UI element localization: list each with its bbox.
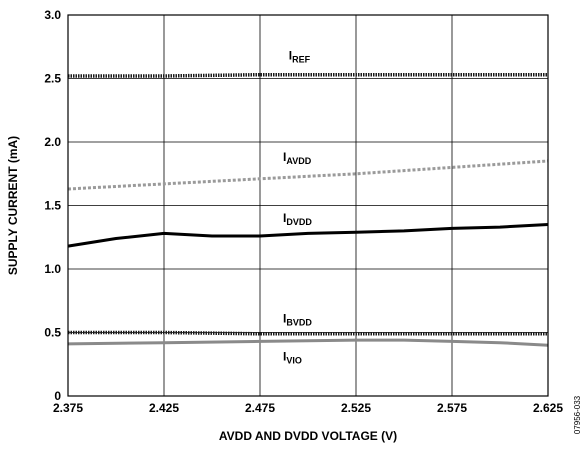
series-label-dvdd: IDVDD	[283, 211, 312, 227]
y-tick-labels: 0 0.5 1.0 1.5 2.0 2.5 3.0	[44, 8, 61, 403]
series-labels: IREF IAVDD IDVDD IBVDD IVIO	[283, 48, 312, 365]
series-label-avdd: IAVDD	[283, 150, 312, 166]
figure-id: 07956-033	[573, 395, 582, 434]
y-axis-label: SUPPLY CURRENT (mA)	[6, 136, 20, 275]
y-tick-label: 2.0	[44, 135, 61, 149]
y-tick-label: 0.5	[44, 326, 61, 340]
series-label-bvdd: IBVDD	[283, 311, 312, 327]
x-axis-label: AVDD AND DVDD VOLTAGE (V)	[219, 429, 397, 443]
plot-frame	[67, 14, 549, 397]
series-line-bvdd	[68, 330, 548, 336]
x-tick-label: 2.475	[245, 401, 275, 415]
x-tick-label: 2.525	[341, 401, 371, 415]
series-label-ref: IREF	[289, 48, 311, 64]
x-tick-label: 2.375	[53, 401, 83, 415]
y-tick-label: 2.5	[44, 72, 61, 86]
x-tick-label: 2.625	[533, 401, 563, 415]
x-tick-label: 2.575	[437, 401, 467, 415]
series-line-avdd	[67, 159, 549, 191]
series-label-vio: IVIO	[283, 349, 302, 365]
y-tick-label: 0	[54, 389, 61, 403]
grid	[67, 14, 549, 397]
y-tick-label: 1.5	[44, 199, 61, 213]
y-tick-label: 3.0	[44, 8, 61, 22]
series-line-ref	[68, 72, 548, 78]
series-layer	[67, 72, 549, 347]
y-tick-label: 1.0	[44, 262, 61, 276]
x-tick-labels: 2.375 2.425 2.475 2.525 2.575 2.625	[53, 401, 563, 415]
x-tick-label: 2.425	[149, 401, 179, 415]
series-line-vio	[67, 338, 549, 347]
series-line-dvdd	[67, 223, 549, 248]
